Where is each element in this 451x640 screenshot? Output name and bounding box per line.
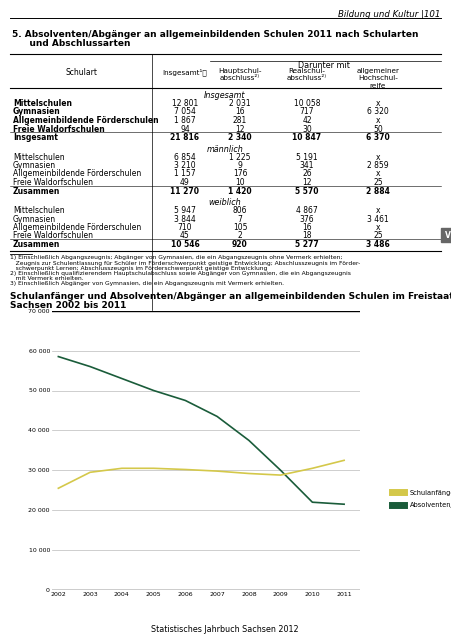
Text: 42: 42 — [302, 116, 312, 125]
Text: 5 277: 5 277 — [295, 240, 319, 249]
Text: 10 847: 10 847 — [292, 133, 322, 142]
Text: 25: 25 — [373, 232, 383, 241]
Text: 10: 10 — [235, 178, 245, 187]
Text: 25: 25 — [373, 178, 383, 187]
Text: 281: 281 — [233, 116, 247, 125]
Text: Zusammen: Zusammen — [13, 186, 60, 195]
Text: Schulanfänger und Absolventen/Abgänger an allgemeinbildenden Schulen im Freistaa: Schulanfänger und Absolventen/Abgänger a… — [10, 292, 451, 301]
Text: Freie Waldorfschulen: Freie Waldorfschulen — [13, 178, 93, 187]
Text: 94: 94 — [180, 125, 190, 134]
Text: und Abschlussarten: und Abschlussarten — [20, 39, 130, 48]
Text: 1 225: 1 225 — [229, 152, 251, 161]
Text: 710: 710 — [178, 223, 192, 232]
Text: 50: 50 — [373, 125, 383, 134]
Text: x: x — [376, 206, 380, 215]
Text: Statistisches Jahrbuch Sachsen 2012: Statistisches Jahrbuch Sachsen 2012 — [151, 625, 299, 634]
Text: 3 461: 3 461 — [367, 214, 389, 223]
Text: 3) Einschließlich Abgänger von Gymnasien, die ein Abgangszeugnis mit Vermerk erh: 3) Einschließlich Abgänger von Gymnasien… — [10, 282, 284, 287]
Text: Sachsen 2002 bis 2011: Sachsen 2002 bis 2011 — [10, 301, 126, 310]
Text: 45: 45 — [180, 232, 190, 241]
Text: Insgesamt: Insgesamt — [204, 91, 246, 100]
Text: 49: 49 — [180, 178, 190, 187]
Text: 12: 12 — [235, 125, 245, 134]
Text: x: x — [376, 152, 380, 161]
Text: Mittelschulen: Mittelschulen — [13, 99, 72, 108]
Text: 2 340: 2 340 — [228, 133, 252, 142]
Text: Schulart: Schulart — [65, 68, 97, 77]
Text: 7: 7 — [238, 214, 243, 223]
Text: Darunter mit: Darunter mit — [298, 61, 350, 70]
Text: 376: 376 — [299, 214, 314, 223]
Text: 21 816: 21 816 — [170, 133, 199, 142]
Text: 1 420: 1 420 — [228, 186, 252, 195]
Text: 3 486: 3 486 — [366, 240, 390, 249]
Text: Freie Waldorfschulen: Freie Waldorfschulen — [13, 232, 93, 241]
Text: Allgemeinbildende Förderschulen: Allgemeinbildende Förderschulen — [13, 223, 141, 232]
Text: 105: 105 — [233, 223, 247, 232]
Text: 920: 920 — [232, 240, 248, 249]
Text: V: V — [445, 230, 451, 239]
Text: 6 854: 6 854 — [174, 152, 196, 161]
Text: 18: 18 — [302, 232, 312, 241]
Text: 12 801: 12 801 — [172, 99, 198, 108]
Text: x: x — [376, 170, 380, 179]
Text: 4 867: 4 867 — [296, 206, 318, 215]
Text: mit Vermerk erhielten.: mit Vermerk erhielten. — [10, 276, 83, 282]
Text: 1 867: 1 867 — [174, 116, 196, 125]
Text: 12: 12 — [302, 178, 312, 187]
Text: 6 320: 6 320 — [367, 108, 389, 116]
Text: 2 884: 2 884 — [366, 186, 390, 195]
Text: 11 270: 11 270 — [170, 186, 199, 195]
Text: Gymnasien: Gymnasien — [13, 214, 56, 223]
Text: weiblich: weiblich — [209, 198, 241, 207]
Text: Allgemeinbildende Förderschulen: Allgemeinbildende Förderschulen — [13, 116, 159, 125]
Text: 10 546: 10 546 — [170, 240, 199, 249]
Text: 806: 806 — [233, 206, 247, 215]
Text: 16: 16 — [302, 223, 312, 232]
Text: 5. Absolventen/Abgänger an allgemeinbildenden Schulen 2011 nach Schularten: 5. Absolventen/Abgänger an allgemeinbild… — [12, 30, 419, 39]
Text: Mittelschulen: Mittelschulen — [13, 206, 64, 215]
Text: 2 031: 2 031 — [229, 99, 251, 108]
Text: 2: 2 — [238, 232, 242, 241]
Text: Insgesamt¹⧯: Insgesamt¹⧯ — [163, 68, 207, 76]
Text: Bildung und Kultur |101: Bildung und Kultur |101 — [338, 10, 440, 19]
Text: 16: 16 — [235, 108, 245, 116]
Text: Insgesamt: Insgesamt — [13, 133, 58, 142]
Text: 341: 341 — [300, 161, 314, 170]
Text: 9: 9 — [238, 161, 243, 170]
Text: männlich: männlich — [207, 145, 244, 154]
Text: Freie Waldorfschulen: Freie Waldorfschulen — [13, 125, 105, 134]
Text: allgemeiner
Hochschul-
reife: allgemeiner Hochschul- reife — [356, 68, 400, 89]
Text: 717: 717 — [300, 108, 314, 116]
Text: Allgemeinbildende Förderschulen: Allgemeinbildende Förderschulen — [13, 170, 141, 179]
Text: Gymnasien: Gymnasien — [13, 108, 61, 116]
Text: Zusammen: Zusammen — [13, 240, 60, 249]
Text: 5 570: 5 570 — [295, 186, 319, 195]
Text: Hauptschul-
abschluss²⁾: Hauptschul- abschluss²⁾ — [218, 68, 262, 81]
Text: 5 191: 5 191 — [296, 152, 318, 161]
Text: 176: 176 — [233, 170, 247, 179]
Text: schwerpunkt Lernen; Abschlusszeugnis im Förderschwerpunkt geistige Entwicklung: schwerpunkt Lernen; Abschlusszeugnis im … — [10, 266, 267, 271]
Bar — [441, 228, 451, 242]
Text: x: x — [376, 116, 380, 125]
Text: 2) Einschließlich qualifizierendem Hauptschulabschluss sowie Abgänger von Gymnas: 2) Einschließlich qualifizierendem Haupt… — [10, 271, 351, 276]
Text: 1) Einschließlich Abgangszeugnis; Abgänger von Gymnasien, die ein Abgangszeugnis: 1) Einschließlich Abgangszeugnis; Abgäng… — [10, 255, 342, 260]
Text: 3 210: 3 210 — [174, 161, 196, 170]
Text: 30: 30 — [302, 125, 312, 134]
Text: Gymnasien: Gymnasien — [13, 161, 56, 170]
Text: x: x — [376, 223, 380, 232]
Text: x: x — [376, 99, 380, 108]
Text: 7 054: 7 054 — [174, 108, 196, 116]
Text: 26: 26 — [302, 170, 312, 179]
Legend: Schulanfänger, Absolventen/Abgänger: Schulanfänger, Absolventen/Abgänger — [392, 489, 451, 508]
Text: Realschul-
abschluss²⁾: Realschul- abschluss²⁾ — [287, 68, 327, 81]
Text: 1 157: 1 157 — [174, 170, 196, 179]
Text: Zeugnis zur Schulentlassung für Schüler im Förderschwerpunkt geistige Entwicklun: Zeugnis zur Schulentlassung für Schüler … — [10, 260, 360, 266]
Text: 10 058: 10 058 — [294, 99, 320, 108]
Text: 3 844: 3 844 — [174, 214, 196, 223]
Text: 5 947: 5 947 — [174, 206, 196, 215]
Text: Mittelschulen: Mittelschulen — [13, 152, 64, 161]
Text: 6 370: 6 370 — [366, 133, 390, 142]
Text: 2 859: 2 859 — [367, 161, 389, 170]
